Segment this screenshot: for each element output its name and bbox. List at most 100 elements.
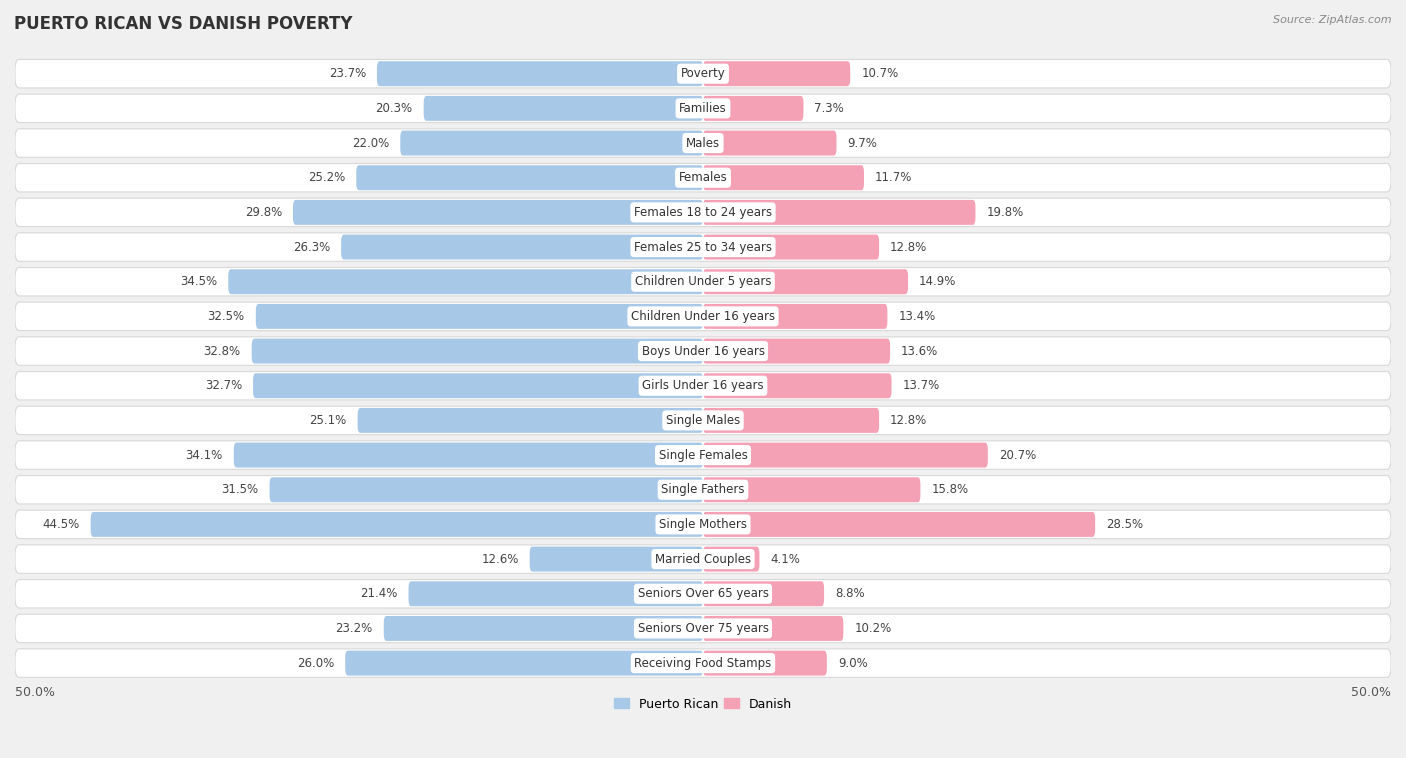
Text: 32.7%: 32.7% bbox=[205, 379, 242, 392]
FancyBboxPatch shape bbox=[703, 373, 891, 398]
Text: Families: Families bbox=[679, 102, 727, 115]
FancyBboxPatch shape bbox=[377, 61, 703, 86]
FancyBboxPatch shape bbox=[356, 165, 703, 190]
Text: Children Under 5 years: Children Under 5 years bbox=[634, 275, 772, 288]
Text: 19.8%: 19.8% bbox=[987, 206, 1024, 219]
FancyBboxPatch shape bbox=[346, 650, 703, 675]
Text: Source: ZipAtlas.com: Source: ZipAtlas.com bbox=[1274, 15, 1392, 25]
FancyBboxPatch shape bbox=[253, 373, 703, 398]
Text: 34.5%: 34.5% bbox=[180, 275, 218, 288]
FancyBboxPatch shape bbox=[15, 198, 1391, 227]
FancyBboxPatch shape bbox=[703, 304, 887, 329]
Text: Single Fathers: Single Fathers bbox=[661, 484, 745, 496]
Text: 32.8%: 32.8% bbox=[204, 345, 240, 358]
Text: 23.2%: 23.2% bbox=[336, 622, 373, 635]
FancyBboxPatch shape bbox=[292, 200, 703, 225]
Text: 20.3%: 20.3% bbox=[375, 102, 413, 115]
FancyBboxPatch shape bbox=[15, 94, 1391, 123]
FancyBboxPatch shape bbox=[401, 130, 703, 155]
FancyBboxPatch shape bbox=[228, 269, 703, 294]
FancyBboxPatch shape bbox=[342, 234, 703, 259]
Text: 12.8%: 12.8% bbox=[890, 240, 928, 254]
Text: 15.8%: 15.8% bbox=[931, 484, 969, 496]
FancyBboxPatch shape bbox=[252, 339, 703, 364]
Text: 29.8%: 29.8% bbox=[245, 206, 283, 219]
FancyBboxPatch shape bbox=[15, 371, 1391, 400]
Text: Males: Males bbox=[686, 136, 720, 149]
Text: Seniors Over 65 years: Seniors Over 65 years bbox=[637, 587, 769, 600]
FancyBboxPatch shape bbox=[703, 443, 988, 468]
Text: PUERTO RICAN VS DANISH POVERTY: PUERTO RICAN VS DANISH POVERTY bbox=[14, 15, 353, 33]
FancyBboxPatch shape bbox=[15, 510, 1391, 539]
FancyBboxPatch shape bbox=[384, 616, 703, 641]
Text: 9.7%: 9.7% bbox=[848, 136, 877, 149]
FancyBboxPatch shape bbox=[15, 233, 1391, 262]
Text: 25.1%: 25.1% bbox=[309, 414, 347, 427]
FancyBboxPatch shape bbox=[423, 96, 703, 121]
FancyBboxPatch shape bbox=[703, 234, 879, 259]
FancyBboxPatch shape bbox=[233, 443, 703, 468]
Text: Single Females: Single Females bbox=[658, 449, 748, 462]
FancyBboxPatch shape bbox=[703, 512, 1095, 537]
Text: 34.1%: 34.1% bbox=[186, 449, 222, 462]
Text: 9.0%: 9.0% bbox=[838, 656, 868, 669]
FancyBboxPatch shape bbox=[15, 337, 1391, 365]
Text: 50.0%: 50.0% bbox=[1351, 686, 1391, 699]
FancyBboxPatch shape bbox=[90, 512, 703, 537]
Text: 28.5%: 28.5% bbox=[1107, 518, 1143, 531]
Text: 12.6%: 12.6% bbox=[481, 553, 519, 565]
FancyBboxPatch shape bbox=[703, 61, 851, 86]
FancyBboxPatch shape bbox=[703, 408, 879, 433]
FancyBboxPatch shape bbox=[15, 268, 1391, 296]
FancyBboxPatch shape bbox=[15, 129, 1391, 157]
Text: 11.7%: 11.7% bbox=[875, 171, 912, 184]
FancyBboxPatch shape bbox=[15, 406, 1391, 434]
FancyBboxPatch shape bbox=[15, 545, 1391, 573]
FancyBboxPatch shape bbox=[703, 650, 827, 675]
FancyBboxPatch shape bbox=[15, 475, 1391, 504]
Text: 10.7%: 10.7% bbox=[862, 67, 898, 80]
Text: 14.9%: 14.9% bbox=[920, 275, 956, 288]
Text: 8.8%: 8.8% bbox=[835, 587, 865, 600]
FancyBboxPatch shape bbox=[270, 478, 703, 503]
Legend: Puerto Rican, Danish: Puerto Rican, Danish bbox=[609, 693, 797, 716]
FancyBboxPatch shape bbox=[15, 441, 1391, 469]
Text: 12.8%: 12.8% bbox=[890, 414, 928, 427]
Text: Girls Under 16 years: Girls Under 16 years bbox=[643, 379, 763, 392]
FancyBboxPatch shape bbox=[15, 164, 1391, 192]
Text: Married Couples: Married Couples bbox=[655, 553, 751, 565]
Text: Children Under 16 years: Children Under 16 years bbox=[631, 310, 775, 323]
Text: Females: Females bbox=[679, 171, 727, 184]
FancyBboxPatch shape bbox=[15, 580, 1391, 608]
FancyBboxPatch shape bbox=[409, 581, 703, 606]
FancyBboxPatch shape bbox=[15, 649, 1391, 678]
Text: Receiving Food Stamps: Receiving Food Stamps bbox=[634, 656, 772, 669]
Text: 26.0%: 26.0% bbox=[297, 656, 335, 669]
Text: Females 18 to 24 years: Females 18 to 24 years bbox=[634, 206, 772, 219]
Text: 21.4%: 21.4% bbox=[360, 587, 398, 600]
FancyBboxPatch shape bbox=[703, 478, 921, 503]
Text: 50.0%: 50.0% bbox=[15, 686, 55, 699]
FancyBboxPatch shape bbox=[703, 269, 908, 294]
FancyBboxPatch shape bbox=[256, 304, 703, 329]
FancyBboxPatch shape bbox=[357, 408, 703, 433]
Text: 23.7%: 23.7% bbox=[329, 67, 366, 80]
FancyBboxPatch shape bbox=[703, 616, 844, 641]
Text: 44.5%: 44.5% bbox=[42, 518, 80, 531]
FancyBboxPatch shape bbox=[703, 581, 824, 606]
Text: 25.2%: 25.2% bbox=[308, 171, 346, 184]
FancyBboxPatch shape bbox=[15, 59, 1391, 88]
Text: 31.5%: 31.5% bbox=[221, 484, 259, 496]
Text: Boys Under 16 years: Boys Under 16 years bbox=[641, 345, 765, 358]
Text: 13.4%: 13.4% bbox=[898, 310, 935, 323]
FancyBboxPatch shape bbox=[15, 614, 1391, 643]
FancyBboxPatch shape bbox=[703, 339, 890, 364]
Text: 32.5%: 32.5% bbox=[208, 310, 245, 323]
Text: 4.1%: 4.1% bbox=[770, 553, 800, 565]
FancyBboxPatch shape bbox=[703, 200, 976, 225]
Text: 10.2%: 10.2% bbox=[855, 622, 891, 635]
Text: 20.7%: 20.7% bbox=[998, 449, 1036, 462]
FancyBboxPatch shape bbox=[703, 130, 837, 155]
Text: Seniors Over 75 years: Seniors Over 75 years bbox=[637, 622, 769, 635]
FancyBboxPatch shape bbox=[530, 547, 703, 572]
